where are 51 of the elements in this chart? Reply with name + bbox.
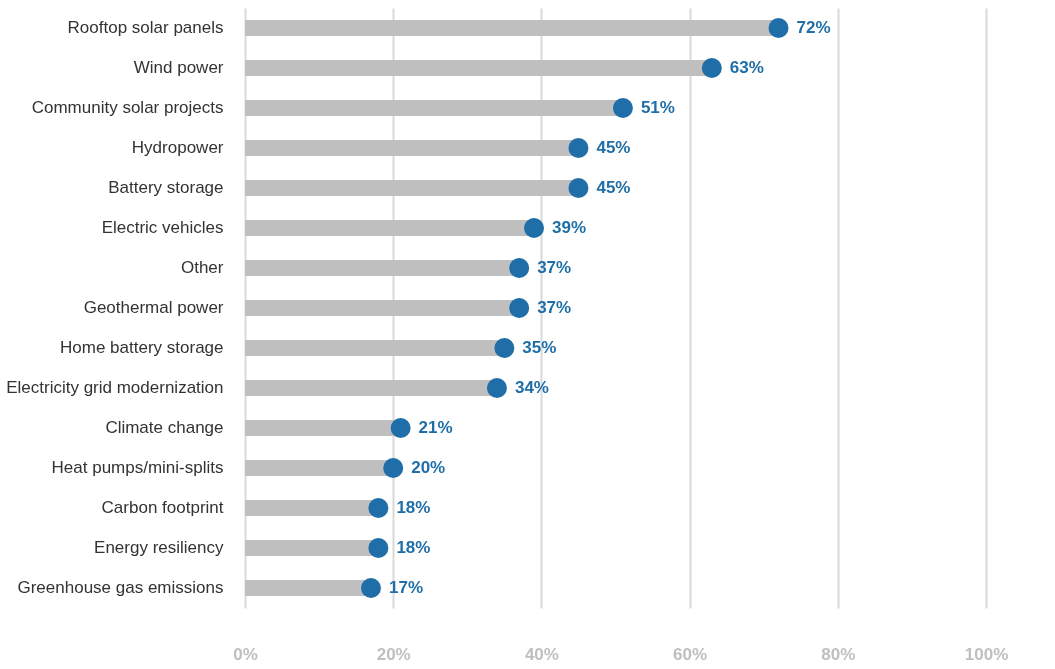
text: 39% [551, 218, 587, 237]
y-tick-label: Carbon footprint [101, 498, 224, 517]
point [486, 378, 507, 398]
text: 45% [596, 138, 631, 157]
y-tick-label: Battery storage [108, 178, 224, 197]
text: 18% [396, 538, 431, 557]
point [612, 98, 633, 118]
y-tick-label: Other [180, 258, 224, 277]
text: 63% [729, 58, 764, 77]
point [568, 178, 589, 198]
point [568, 138, 589, 158]
y-tick-label: Geothermal power [83, 298, 224, 317]
x-tick-label: 80% [821, 644, 856, 664]
text: 21% [418, 418, 453, 437]
text: 72% [796, 18, 831, 37]
point [701, 58, 722, 78]
text: 18% [396, 498, 431, 517]
point [768, 18, 789, 38]
y-tick-label: Electricity grid modernization [6, 378, 224, 397]
y-tick-label: Energy resiliency [94, 538, 224, 557]
y-tick-label: Hydropower [131, 138, 224, 157]
point [383, 458, 404, 478]
x-tick-label: 0% [233, 644, 258, 664]
point [523, 218, 544, 238]
x-tick-label: 20% [376, 644, 411, 664]
y-tick-label: Climate change [105, 418, 224, 437]
text: 35% [522, 338, 557, 357]
point [368, 498, 389, 518]
y-tick-label: Rooftop solar panels [67, 18, 224, 37]
point [509, 258, 530, 278]
y-tick-label: Community solar projects [31, 98, 224, 117]
point [368, 538, 389, 558]
point [509, 298, 530, 318]
text: 37% [537, 258, 572, 277]
y-tick-label: Home battery storage [60, 338, 224, 357]
point [494, 338, 515, 358]
point [390, 418, 411, 438]
text: 17% [388, 578, 423, 597]
text: 37% [537, 298, 572, 317]
x-tick-label: 40% [524, 644, 559, 664]
text: 45% [596, 178, 631, 197]
x-tick-label: 100% [964, 644, 1009, 664]
text: 20% [411, 458, 446, 477]
text: 51% [640, 98, 675, 117]
point [360, 578, 381, 598]
y-tick-label: Greenhouse gas emissions [17, 578, 224, 597]
text: 34% [514, 378, 549, 397]
y-tick-label: Electric vehicles [101, 218, 224, 237]
x-tick-label: 60% [673, 644, 708, 664]
y-tick-label: Heat pumps/mini-splits [51, 458, 224, 477]
y-tick-label: Wind power [133, 58, 224, 77]
